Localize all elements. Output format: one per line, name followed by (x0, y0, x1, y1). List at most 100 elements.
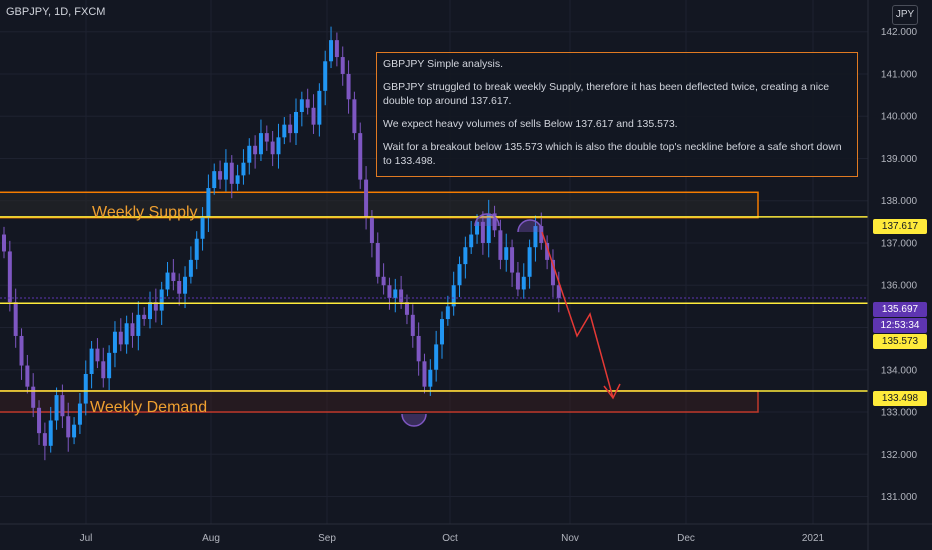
candle-body (294, 111, 298, 134)
candle-body (212, 171, 217, 189)
candle-body (364, 179, 369, 218)
candle-body (387, 285, 392, 298)
double-top-marker (517, 219, 543, 233)
candle-body (188, 259, 193, 277)
projection-line (541, 231, 614, 399)
candle-body (31, 386, 36, 408)
candle-body (527, 247, 532, 277)
candle-body (241, 162, 246, 176)
candle-body (305, 99, 310, 108)
candle-body (223, 162, 228, 180)
x-tick-label: 2021 (802, 533, 825, 544)
candle-body (369, 217, 374, 243)
candle-body (200, 217, 205, 239)
x-tick-label: Jul (80, 533, 93, 544)
candle-body (253, 145, 258, 155)
candle-body (247, 145, 252, 163)
x-tick-label: Aug (202, 533, 220, 544)
candle-body (235, 175, 240, 184)
candle-body (475, 221, 480, 235)
candle-body (393, 289, 398, 298)
candle-body (107, 352, 112, 379)
candle-body (95, 348, 100, 362)
bottom-marker (401, 413, 427, 427)
candle-body (521, 276, 526, 290)
y-tick-label: 137.000 (881, 238, 918, 249)
y-tick-label: 142.000 (881, 27, 918, 38)
candle-body (218, 171, 223, 180)
candle-body (159, 289, 164, 311)
y-tick-label: 134.000 (881, 365, 918, 376)
target-price-tag: 133.498 (873, 391, 927, 406)
candle-body (2, 234, 6, 252)
candle-body (533, 226, 538, 248)
note-paragraph: Wait for a breakout below 135.573 which … (383, 141, 842, 167)
y-tick-label: 141.000 (881, 69, 918, 80)
candle-body (7, 251, 12, 303)
candle-body (463, 247, 468, 265)
candle-body (148, 302, 152, 320)
x-tick-label: Nov (561, 533, 579, 544)
candle-body (504, 247, 509, 260)
candle-body (37, 407, 42, 434)
candle-body (72, 424, 77, 438)
candle-body (153, 302, 158, 311)
candle-body (346, 73, 351, 100)
y-tick-label: 140.000 (881, 112, 918, 123)
candle-body (422, 361, 427, 387)
candle-body (492, 213, 497, 231)
candle-body (539, 226, 544, 243)
candle-body (340, 57, 345, 74)
x-tick-label: Dec (677, 533, 695, 544)
candle-body (276, 137, 281, 155)
candle-body (165, 272, 170, 290)
candle-body (66, 416, 71, 438)
candle-body (130, 323, 135, 336)
candle-body (515, 272, 520, 290)
last-price-tag: 135.697 (873, 302, 927, 317)
candle-body (60, 395, 65, 417)
candle-body (183, 276, 188, 294)
candle-body (112, 331, 117, 353)
candle-body (264, 133, 269, 142)
x-tick-label: Oct (442, 533, 458, 544)
currency-button[interactable]: JPY (892, 5, 918, 25)
candle-body (48, 420, 53, 446)
candle-body (334, 40, 339, 58)
candle-body (89, 348, 94, 374)
y-tick-label: 139.000 (881, 154, 918, 165)
candle-body (480, 221, 485, 243)
candle-body (399, 289, 404, 303)
candle-body (42, 433, 47, 446)
candle-body (410, 314, 415, 336)
candle-body (469, 234, 474, 248)
y-tick-label: 132.000 (881, 450, 918, 461)
candle-body (13, 302, 18, 336)
candle-body (171, 272, 176, 282)
candle-body (19, 335, 24, 366)
symbol-label: GBPJPY, 1D, FXCM (6, 6, 106, 18)
candle-body (416, 335, 421, 362)
candle-body (358, 133, 363, 180)
candle-body (194, 238, 199, 260)
candle-body (428, 369, 433, 387)
candle-body (545, 242, 550, 260)
supply-zone-label: Weekly Supply (92, 204, 198, 221)
candle-body (352, 99, 357, 134)
candle-body (282, 124, 287, 138)
candle-body (83, 373, 88, 404)
candle-body (451, 285, 456, 307)
y-tick-label: 138.000 (881, 196, 918, 207)
analysis-note: GBPJPY Simple analysis. GBPJPY struggled… (376, 52, 858, 177)
y-tick-label: 131.000 (881, 492, 918, 503)
candle-body (270, 141, 275, 155)
candle-body (229, 162, 234, 184)
x-tick-label: Sep (318, 533, 336, 544)
candle-body (142, 314, 147, 320)
candle-body (118, 331, 123, 345)
candle-body (317, 90, 322, 125)
candle-body (206, 188, 211, 218)
candle-body (311, 107, 316, 125)
candle-body (550, 259, 555, 286)
